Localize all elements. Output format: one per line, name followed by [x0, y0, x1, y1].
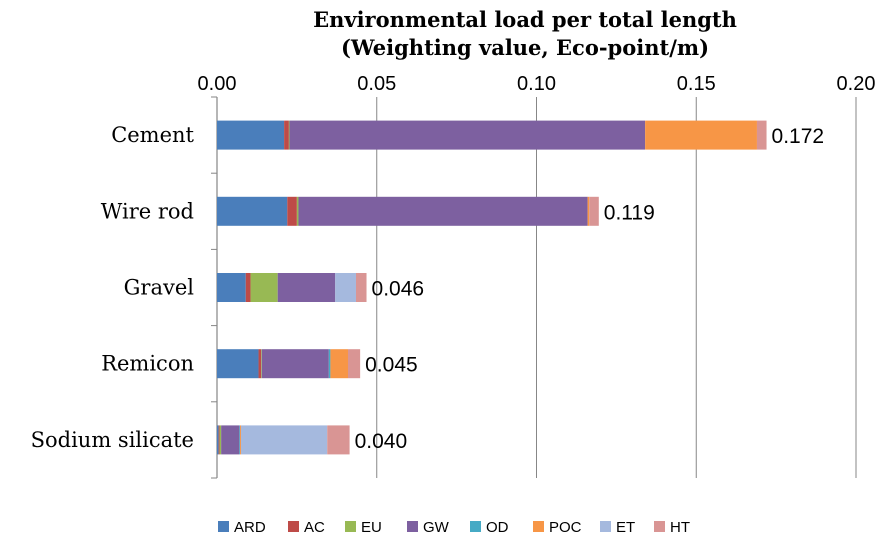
- bar-segment-et: [240, 425, 328, 455]
- bar-segment-eu: [288, 120, 290, 150]
- legend: ARD AC EU GW OD POC ET HT: [218, 519, 690, 536]
- category-labels: Cement Wire rod Gravel Remicon Sodium silica…: [31, 123, 195, 452]
- x-tick-label: 0.00: [198, 73, 237, 95]
- bar-segment-eu: [296, 196, 299, 226]
- bar-segment-eu: [219, 425, 222, 455]
- bar-segment-ac: [258, 349, 262, 379]
- x-axis-ticks: 0.00 0.05 0.10 0.15 0.20: [198, 73, 876, 95]
- x-tick-label: 0.15: [677, 73, 716, 95]
- legend-label: GW: [423, 519, 450, 536]
- legend-label: OD: [486, 519, 509, 536]
- x-tick-label: 0.10: [517, 73, 556, 95]
- category-label: Cement: [111, 123, 194, 147]
- legend-swatch: [470, 521, 481, 532]
- legend-label: POC: [549, 519, 582, 536]
- legend-swatch: [600, 521, 611, 532]
- bar-segment-ac: [245, 273, 251, 302]
- x-tick-label: 0.05: [357, 73, 396, 95]
- legend-swatch: [407, 521, 418, 532]
- chart-title-line-1: Environmental load per total length: [313, 7, 737, 32]
- legend-item-od: OD: [470, 519, 509, 536]
- legend-swatch: [533, 521, 544, 532]
- bar-segment-gw: [261, 349, 329, 379]
- bar-segment-ard: [217, 196, 288, 226]
- total-labels: 0.172 0.119 0.046 0.045 0.040: [355, 125, 825, 453]
- legend-label: ET: [616, 519, 635, 536]
- legend-swatch: [288, 521, 299, 532]
- bar-segment-ard: [217, 425, 219, 455]
- bar-segment-ht: [355, 273, 367, 302]
- bar-segment-poc: [645, 120, 757, 150]
- bar-segment-eu: [261, 349, 262, 379]
- bar-segment-poc: [587, 196, 590, 226]
- bar-segment-od: [328, 349, 331, 379]
- bar-segment-od: [239, 425, 241, 455]
- legend-label: EU: [361, 519, 382, 536]
- bar-segment-ard: [217, 349, 259, 379]
- legend-item-poc: POC: [533, 519, 582, 536]
- legend-label: HT: [670, 519, 690, 536]
- bar-segment-ac: [218, 425, 220, 455]
- legend-swatch: [345, 521, 356, 532]
- category-label: Sodium silicate: [31, 428, 194, 452]
- chart-title-line-2: (Weighting value, Eco-point/m): [341, 35, 709, 60]
- total-label: 0.040: [355, 430, 408, 453]
- category-label: Remicon: [101, 352, 194, 376]
- bar-segment-et: [335, 273, 356, 302]
- bar-segment-ard: [217, 273, 246, 302]
- bar-segment-poc: [330, 349, 348, 379]
- bar-segment-ht: [756, 120, 767, 150]
- legend-item-ard: ARD: [218, 519, 266, 536]
- total-label: 0.045: [365, 354, 418, 377]
- category-label: Wire rod: [101, 199, 194, 223]
- bar-segment-ht: [347, 349, 361, 379]
- bar-segment-ard: [217, 120, 285, 150]
- legend-item-ht: HT: [654, 519, 690, 536]
- x-tick-label: 0.20: [837, 73, 876, 95]
- bar-segment-ac: [287, 196, 297, 226]
- total-label: 0.172: [772, 125, 825, 148]
- bar-segment-ht: [327, 425, 350, 455]
- bar-segment-poc: [240, 425, 241, 455]
- legend-item-eu: EU: [345, 519, 382, 536]
- bar-segment-gw: [221, 425, 240, 455]
- legend-item-et: ET: [600, 519, 635, 536]
- category-label: Gravel: [124, 276, 195, 300]
- legend-swatch: [218, 521, 229, 532]
- legend-swatch: [654, 521, 665, 532]
- bar-segment-gw: [277, 273, 336, 302]
- bar-segment-gw: [298, 196, 588, 226]
- bars: [217, 120, 767, 455]
- bar-segment-eu: [250, 273, 278, 302]
- legend-label: AC: [304, 519, 325, 536]
- legend-item-gw: GW: [407, 519, 450, 536]
- total-label: 0.046: [372, 278, 425, 301]
- legend-item-ac: AC: [288, 519, 325, 536]
- bar-segment-ac: [284, 120, 289, 150]
- total-label: 0.119: [604, 201, 655, 224]
- legend-label: ARD: [234, 519, 266, 536]
- bar-segment-gw: [289, 120, 646, 150]
- bar-segment-ht: [589, 196, 599, 226]
